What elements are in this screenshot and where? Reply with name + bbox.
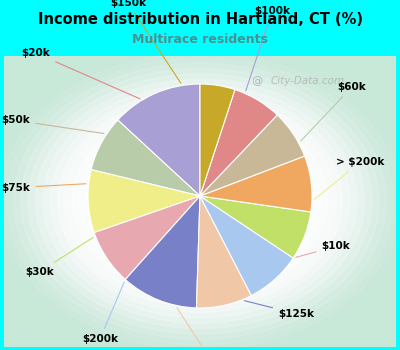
Circle shape [167, 177, 233, 226]
Text: $40k: $40k [177, 308, 222, 350]
Wedge shape [200, 196, 293, 295]
Circle shape [14, 63, 386, 340]
Wedge shape [200, 90, 277, 196]
Circle shape [72, 106, 328, 296]
Circle shape [36, 79, 364, 323]
Circle shape [116, 139, 284, 264]
Circle shape [94, 122, 306, 280]
Circle shape [196, 198, 204, 204]
Circle shape [79, 112, 321, 291]
Text: $60k: $60k [301, 82, 366, 141]
Wedge shape [196, 196, 251, 308]
Wedge shape [94, 196, 200, 279]
Text: $100k: $100k [246, 6, 290, 91]
Circle shape [65, 101, 335, 301]
Wedge shape [125, 196, 200, 308]
Wedge shape [200, 156, 312, 212]
Wedge shape [88, 170, 200, 233]
Text: Income distribution in Hartland, CT (%): Income distribution in Hartland, CT (%) [38, 12, 362, 27]
Text: $50k: $50k [2, 116, 104, 134]
Text: $20k: $20k [22, 48, 140, 99]
Text: > $200k: > $200k [314, 158, 384, 199]
Circle shape [160, 171, 240, 231]
Wedge shape [91, 120, 200, 196]
Circle shape [189, 193, 211, 210]
Text: $30k: $30k [26, 237, 93, 276]
Circle shape [145, 161, 255, 242]
Circle shape [0, 52, 400, 350]
Text: $125k: $125k [244, 301, 314, 318]
Text: $10k: $10k [296, 241, 350, 257]
Text: $150k: $150k [110, 0, 181, 83]
Circle shape [138, 155, 262, 247]
Wedge shape [200, 196, 311, 258]
Circle shape [6, 58, 394, 345]
Circle shape [43, 85, 357, 318]
Text: $200k: $200k [82, 282, 124, 344]
Circle shape [21, 69, 379, 334]
Wedge shape [118, 84, 200, 196]
Circle shape [174, 182, 226, 220]
Circle shape [50, 90, 350, 312]
Circle shape [152, 166, 248, 237]
Circle shape [28, 74, 372, 329]
Circle shape [86, 117, 314, 285]
Circle shape [123, 144, 277, 258]
Wedge shape [200, 84, 235, 196]
Text: Multirace residents: Multirace residents [132, 33, 268, 46]
Circle shape [182, 188, 218, 215]
Wedge shape [200, 115, 305, 196]
Circle shape [108, 133, 292, 269]
Circle shape [130, 150, 270, 253]
Circle shape [57, 96, 343, 307]
Circle shape [101, 128, 299, 274]
Text: $75k: $75k [2, 183, 86, 193]
Text: City-Data.com: City-Data.com [270, 76, 345, 86]
Text: @: @ [251, 76, 262, 86]
